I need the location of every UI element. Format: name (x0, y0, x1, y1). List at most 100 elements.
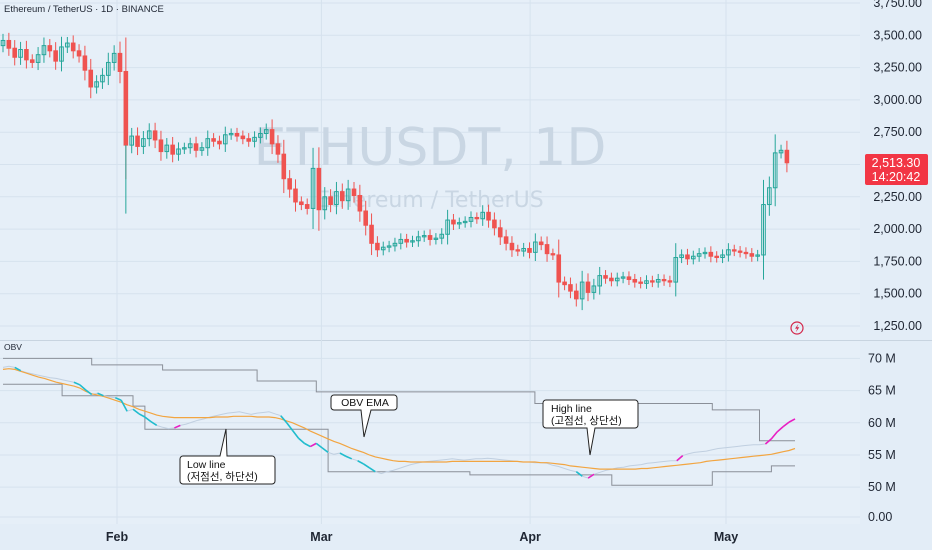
candle-body (533, 241, 538, 253)
candle-body (696, 253, 702, 257)
candle (106, 52, 111, 86)
candle (392, 237, 398, 252)
candle-body (439, 233, 445, 239)
candle (433, 233, 439, 245)
candle-body (35, 54, 41, 63)
candle-body (749, 253, 755, 257)
obv-segment (776, 426, 784, 433)
candle (293, 179, 298, 212)
candle (223, 126, 228, 152)
candle-body (223, 134, 228, 145)
candle (661, 274, 667, 286)
candle-body (316, 167, 322, 211)
candle-body (211, 138, 216, 142)
candle-body (650, 280, 655, 283)
candle-body (334, 191, 339, 206)
candle (778, 144, 784, 159)
candle (655, 273, 661, 288)
candle (170, 136, 175, 163)
candle (416, 230, 421, 247)
candle (427, 229, 433, 246)
price-axis-bg (860, 0, 932, 524)
candle (117, 41, 123, 84)
candle-body (497, 227, 503, 238)
obv-segment (345, 455, 353, 460)
candle (111, 45, 117, 71)
obv-segment (369, 467, 376, 473)
candle-body (345, 188, 351, 202)
price-tick-label: 2,750.00 (873, 125, 922, 139)
candle-body (579, 281, 585, 300)
candle-body (12, 47, 17, 58)
obv-segment (297, 437, 305, 444)
candle-body (187, 143, 193, 149)
candle-body (246, 138, 251, 142)
obv-tick-label: 0.00 (868, 510, 892, 524)
candle-body (661, 278, 667, 282)
candle-body (410, 240, 415, 243)
obv-segment (144, 416, 152, 423)
last-price-tag-bg (865, 154, 928, 185)
candle (263, 123, 269, 140)
candle-body (574, 290, 579, 300)
candle-body (714, 255, 720, 259)
candle (258, 127, 263, 144)
candle (193, 136, 199, 158)
candle-body (509, 242, 515, 251)
candle-body (228, 132, 234, 136)
candle-body (82, 55, 88, 71)
obv-segment (286, 422, 294, 431)
candle-body (708, 251, 714, 257)
candle-body (521, 247, 526, 252)
candle-body (340, 191, 345, 202)
candle-body (486, 211, 491, 221)
candle-body (111, 52, 117, 63)
candle (252, 131, 257, 148)
candle-body (474, 216, 480, 220)
candle (328, 189, 333, 213)
candle-body (65, 42, 70, 48)
candle-body (556, 254, 562, 283)
candle (240, 130, 246, 145)
candle-body (18, 49, 23, 58)
candle-body (731, 249, 737, 252)
candle (702, 247, 708, 259)
candle (492, 212, 497, 236)
candle-body (59, 46, 64, 62)
price-tick-label: 1,250.00 (873, 319, 922, 333)
candle-body (702, 251, 708, 255)
lightning-icon[interactable] (790, 321, 804, 335)
candle (158, 130, 164, 161)
candle (609, 272, 614, 287)
symbol-header: Ethereum / TetherUS · 1D · BINANCE (4, 4, 164, 15)
callout-obv-ema-text: OBV EMA (341, 397, 389, 409)
obv-indicator (2, 357, 796, 486)
candle-body (24, 49, 29, 61)
candle (340, 183, 345, 209)
candle (287, 170, 292, 198)
watermark-title: ETHUSDT, 1D (254, 118, 607, 178)
candle-body (632, 278, 638, 283)
obv-pane-bg (0, 341, 860, 524)
candle (187, 137, 193, 154)
candle-body (252, 136, 257, 142)
candle-body (117, 52, 123, 72)
candle-body (47, 45, 53, 52)
candle (375, 236, 380, 257)
candle-body (761, 204, 766, 256)
candle (614, 272, 620, 287)
callout-low-line-text-1: Low line (187, 459, 226, 471)
candle (304, 198, 310, 215)
candle (217, 135, 222, 150)
candle-body (217, 140, 222, 145)
candle-body (398, 238, 404, 244)
candle (579, 270, 585, 311)
candle (772, 134, 778, 207)
candle-body (369, 224, 374, 244)
obv-segment (304, 442, 311, 448)
candle (146, 123, 152, 147)
obv-segment (150, 420, 158, 427)
price-tick-label: 3,250.00 (873, 61, 922, 75)
candle-body (304, 204, 310, 209)
